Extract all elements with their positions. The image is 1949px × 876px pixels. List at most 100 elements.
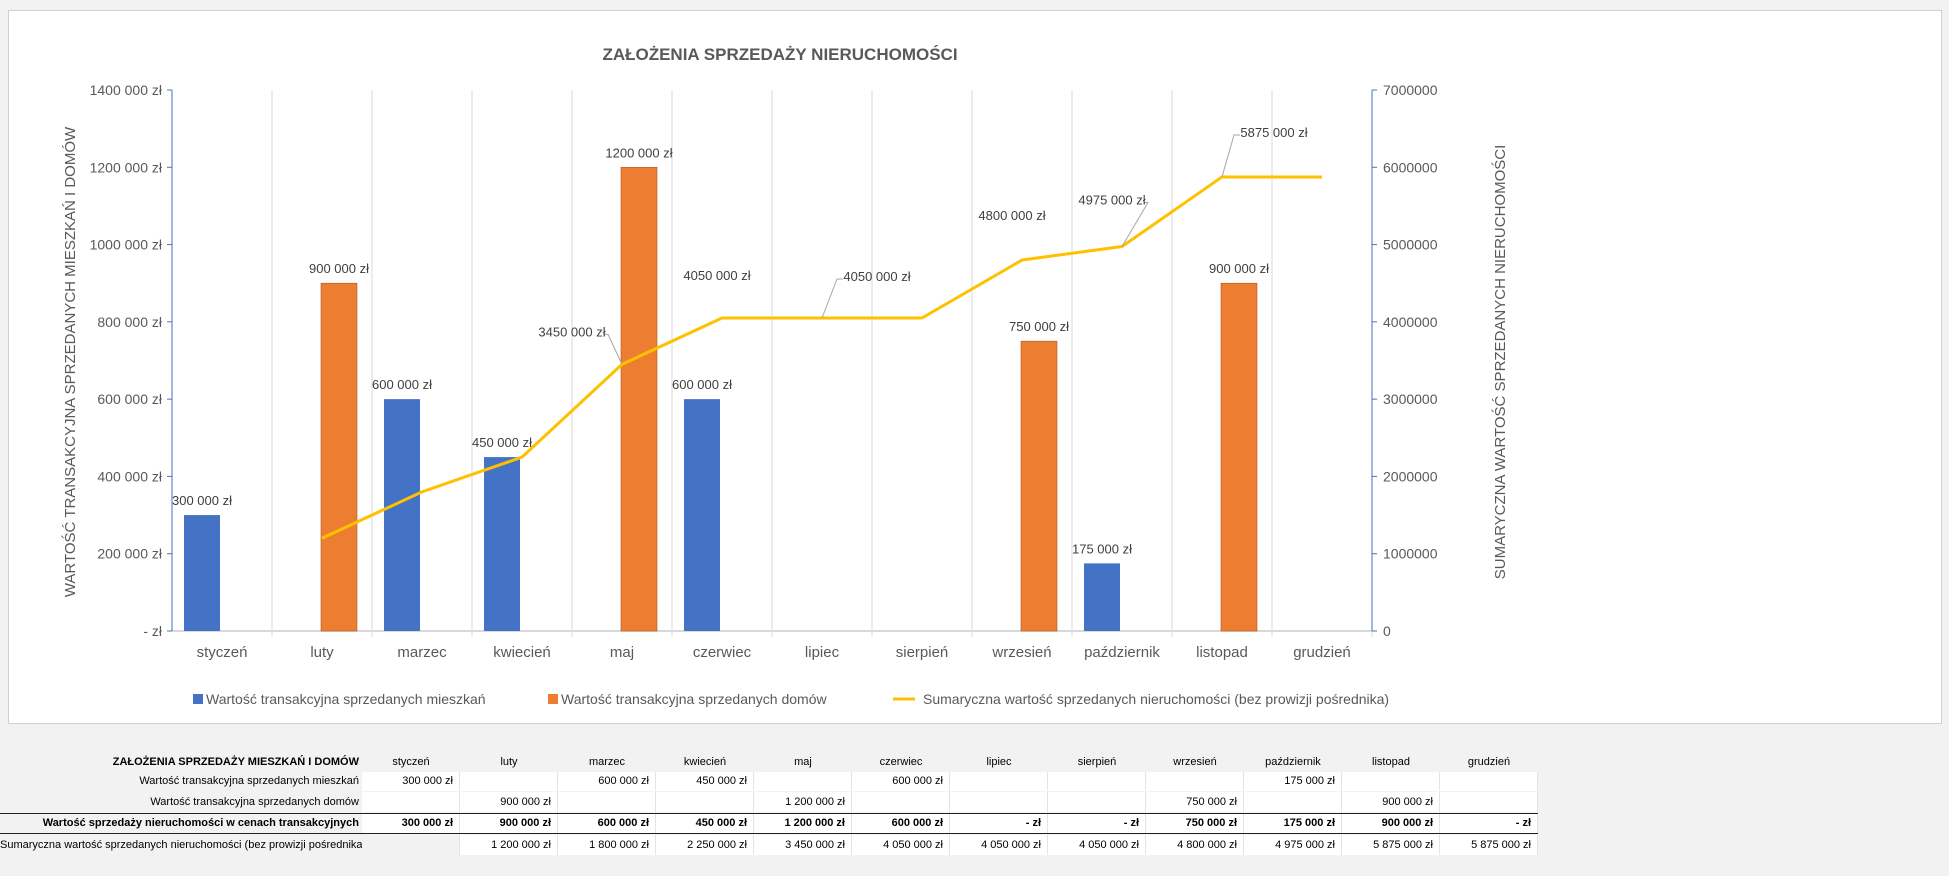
table-cell	[362, 835, 460, 855]
bar-data-label: 450 000 zł	[472, 435, 532, 450]
table-cell	[1244, 792, 1342, 812]
table-cell: 300 000 zł	[362, 813, 460, 833]
line-data-label: 4975 000 zł	[1078, 193, 1145, 208]
column-header: styczeń	[392, 755, 430, 768]
y2-tick-label: 3000000	[1383, 391, 1438, 407]
table-cell	[1146, 771, 1244, 791]
bar-houses	[620, 166, 658, 632]
column-header: kwiecień	[683, 755, 727, 768]
bar-data-label: 175 000 zł	[1072, 541, 1132, 556]
x-tick-label: październik	[1084, 644, 1160, 661]
x-tick-label: listopad	[1196, 644, 1248, 661]
table-cell: 300 000 zł	[362, 771, 460, 791]
legend-swatch	[193, 694, 203, 704]
bar-data-label: 600 000 zł	[672, 377, 732, 392]
column-header: sierpień	[1077, 755, 1117, 768]
bar-flats	[1084, 563, 1120, 631]
table-cell: 750 000 zł	[1146, 813, 1244, 833]
table-cell: 900 000 zł	[460, 792, 558, 812]
y-tick-label: 1400 000 zł	[90, 82, 163, 98]
bar-flats	[184, 515, 220, 631]
bar-flats	[684, 399, 720, 631]
table-cell: 4 050 000 zł	[950, 835, 1048, 855]
table-cell	[362, 792, 460, 812]
x-tick-label: wrzesień	[991, 644, 1051, 661]
table-cell: 5 875 000 zł	[1440, 835, 1538, 855]
table-title: ZAŁOŻENIA SPRZEDAŻY MIESZKAŃ I DOMÓW	[112, 755, 359, 768]
y2-tick-label: 4000000	[1383, 314, 1438, 330]
line-data-label: 4800 000 zł	[978, 208, 1045, 223]
table-cell	[1048, 792, 1146, 812]
x-tick-label: styczeń	[197, 644, 248, 661]
line-data-label: 4050 000 zł	[843, 269, 910, 284]
bar-houses	[320, 282, 358, 632]
row-label: Sumaryczna wartość sprzedanych nieruchom…	[0, 838, 367, 851]
y2-tick-label: 7000000	[1383, 82, 1438, 98]
column-header: grudzień	[1467, 755, 1511, 768]
legend-swatch	[548, 694, 558, 704]
table-cell: 4 050 000 zł	[852, 835, 950, 855]
table-cell: - zł	[1440, 813, 1538, 833]
table-cell: 1 200 000 zł	[754, 792, 852, 812]
column-header: czerwiec	[879, 755, 923, 768]
table-cell: - zł	[1048, 813, 1146, 833]
y-tick-label: 1200 000 zł	[90, 159, 163, 175]
table-cell: 2 250 000 zł	[656, 835, 754, 855]
column-header: lipiec	[986, 755, 1012, 768]
table-cell: 600 000 zł	[558, 813, 656, 833]
table-cell: 900 000 zł	[1342, 813, 1440, 833]
x-tick-label: grudzień	[1293, 644, 1351, 661]
table-cell: 1 200 000 zł	[460, 835, 558, 855]
table-row: Wartość transakcyjna sprzedanych domów 90…	[0, 792, 1538, 812]
x-tick-label: lipiec	[805, 644, 840, 661]
leader-line	[604, 333, 623, 365]
leader-line	[1221, 134, 1240, 178]
table-cell: 900 000 zł	[460, 813, 558, 833]
column-header: marzec	[588, 755, 626, 768]
y2-tick-label: 1000000	[1383, 546, 1438, 562]
table-cell: 750 000 zł	[1146, 792, 1244, 812]
y2-tick-label: 6000000	[1383, 159, 1438, 175]
column-header: maj	[794, 755, 812, 768]
table-cell	[950, 771, 1048, 791]
y-tick-label: - zł	[143, 623, 163, 639]
line-data-label: 4050 000 zł	[683, 268, 750, 283]
legend-label: Wartość transakcyjna sprzedanych domów	[561, 691, 827, 707]
row-label: Wartość transakcyjna sprzedanych mieszka…	[0, 775, 362, 788]
table-cell	[1440, 771, 1538, 791]
table-row: Sumaryczna wartość sprzedanych nieruchom…	[0, 835, 1538, 855]
bar-data-label: 750 000 zł	[1009, 319, 1069, 334]
table-cell: 175 000 zł	[1244, 771, 1342, 791]
column-header: październik	[1265, 755, 1321, 768]
chart-title: ZAŁOŻENIA SPRZEDAŻY NIERUCHOMOŚCI	[602, 45, 957, 64]
line-data-label: 3450 000 zł	[538, 324, 605, 339]
legend-label: Sumaryczna wartość sprzedanych nieruchom…	[923, 691, 1389, 707]
table-cell: 600 000 zł	[558, 771, 656, 791]
y2-axis-title: SUMARYCZNA WARTOŚĆ SPRZEDANYCH NIERUCHOM…	[1491, 145, 1509, 580]
table-cell: 4 800 000 zł	[1146, 835, 1244, 855]
y-axis-title: WARTOŚĆ TRANSAKCYJNA SPRZEDANYCH MIESZKA…	[61, 126, 79, 597]
y2-tick-label: 0	[1383, 623, 1391, 639]
x-tick-label: sierpień	[896, 644, 949, 661]
leader-line	[821, 278, 843, 319]
table-cell: 4 050 000 zł	[1048, 835, 1146, 855]
table-cell	[950, 792, 1048, 812]
table-header-row: ZAŁOŻENIA SPRZEDAŻY MIESZKAŃ I DOMÓW sty…	[0, 752, 1538, 772]
x-tick-label: czerwiec	[693, 644, 752, 661]
leader-line	[1121, 202, 1149, 247]
x-tick-label: maj	[610, 644, 634, 661]
y2-tick-label: 2000000	[1383, 468, 1438, 484]
table-cell	[460, 771, 558, 791]
bar-houses	[1220, 282, 1258, 632]
y2-tick-label: 5000000	[1383, 237, 1438, 253]
bar-data-label: 600 000 zł	[372, 377, 432, 392]
y-tick-label: 1000 000 zł	[90, 237, 163, 253]
column-header: luty	[500, 755, 518, 768]
column-header: listopad	[1372, 755, 1410, 768]
table-cell: 600 000 zł	[852, 813, 950, 833]
x-tick-label: kwiecień	[493, 644, 551, 661]
bar-flats	[384, 399, 420, 631]
table-cell: 450 000 zł	[656, 771, 754, 791]
row-label: Wartość transakcyjna sprzedanych domów	[0, 795, 362, 808]
y-tick-label: 800 000 zł	[97, 314, 162, 330]
